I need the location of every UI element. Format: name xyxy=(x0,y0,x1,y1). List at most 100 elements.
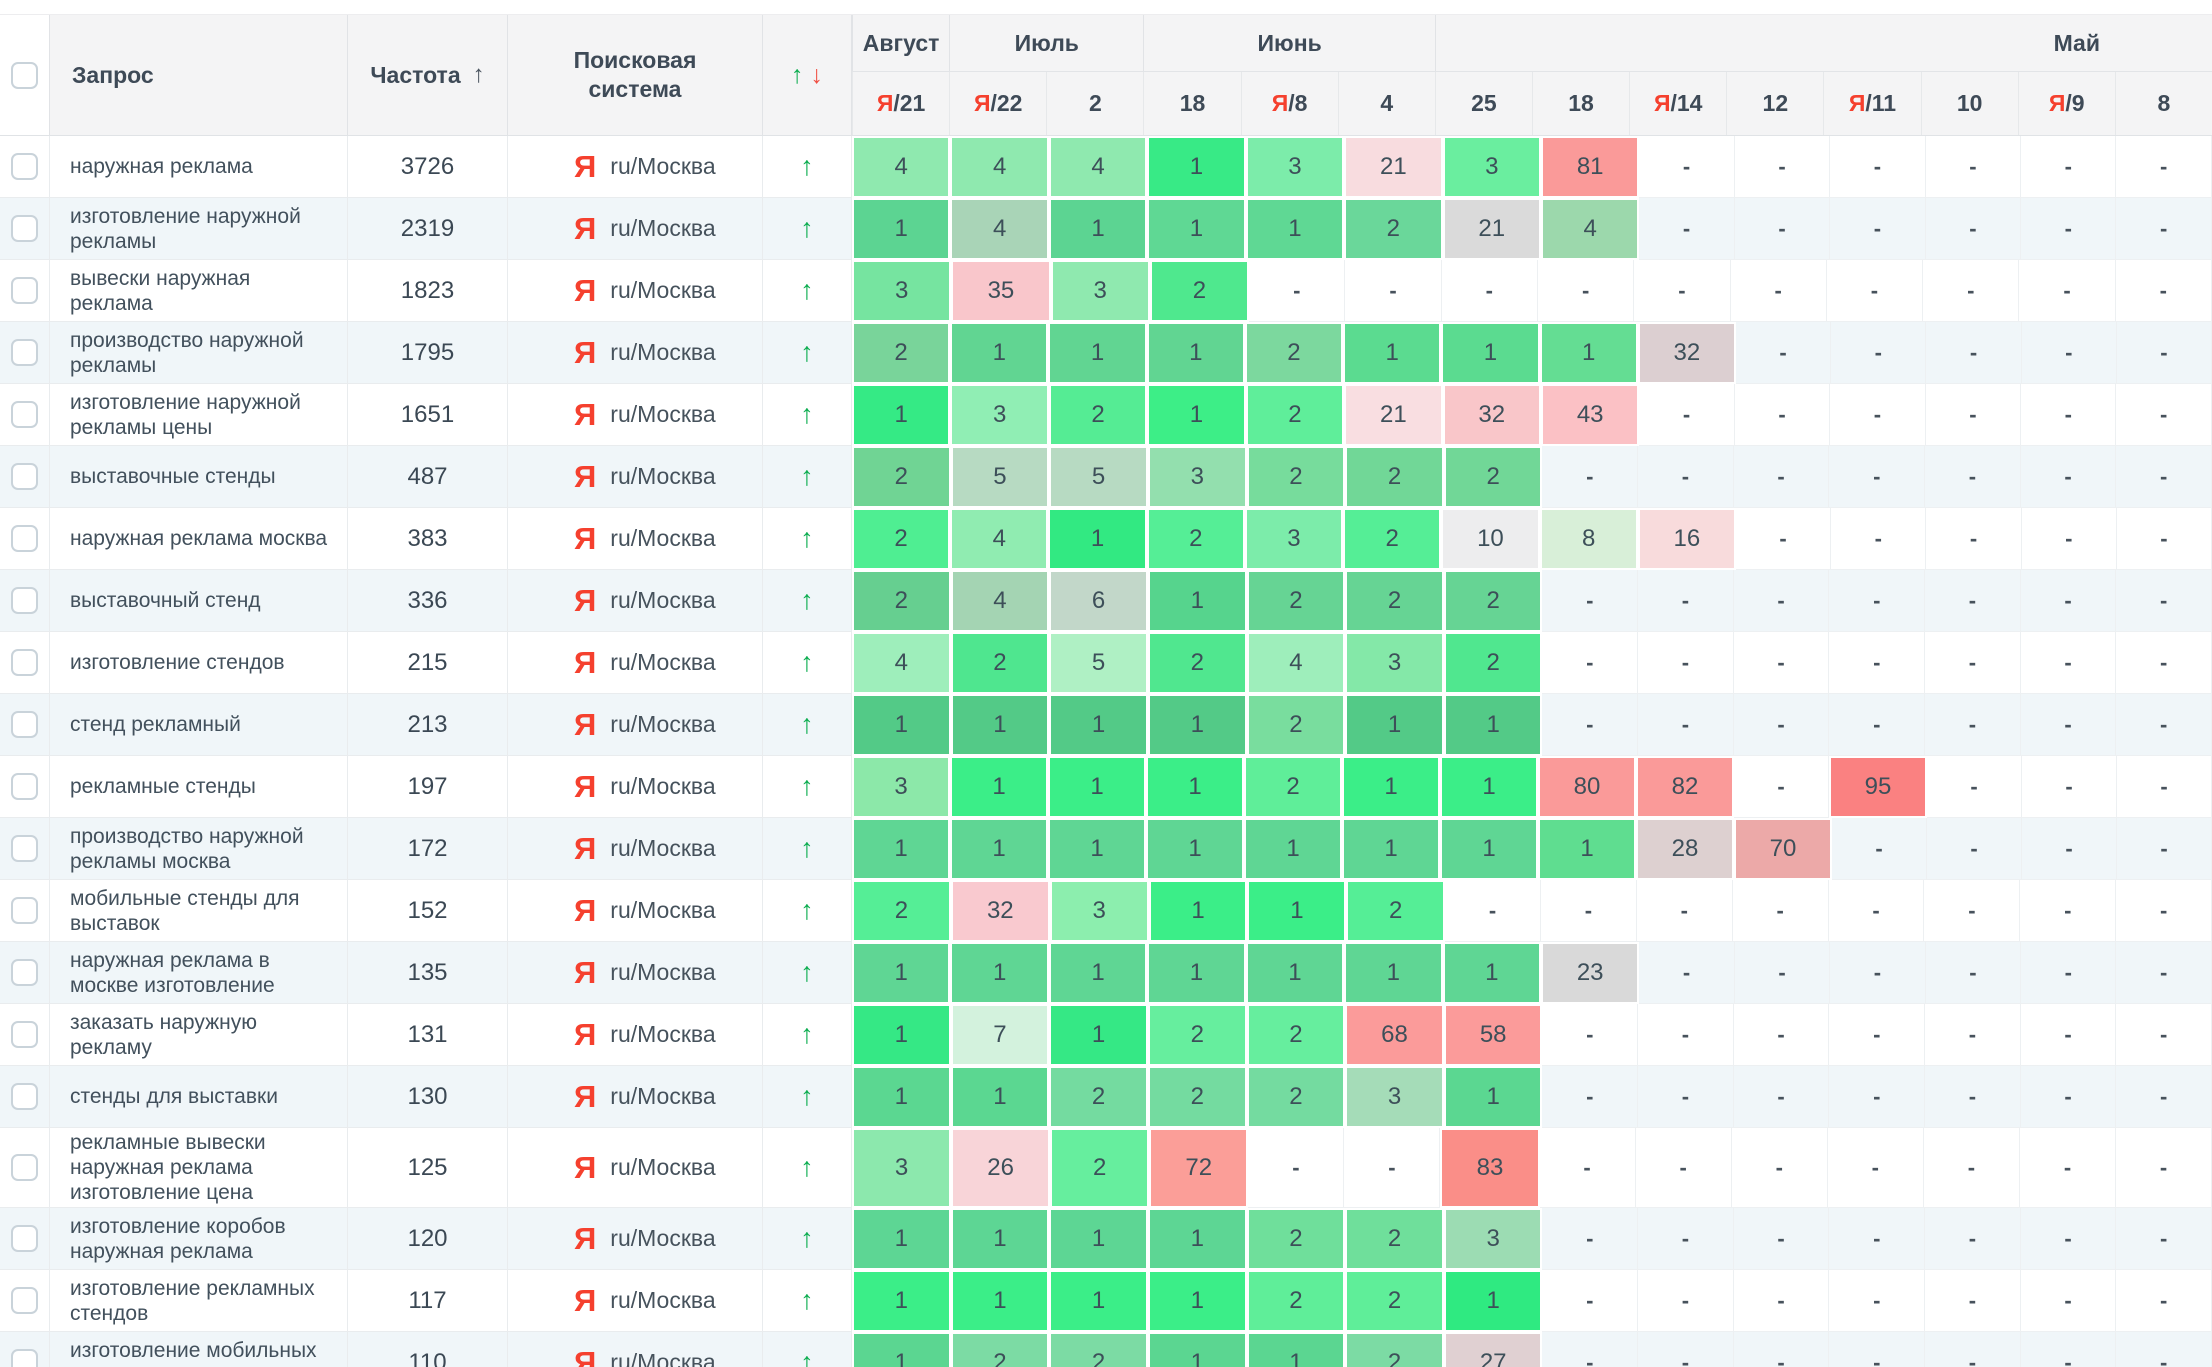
position-cell[interactable]: 3 xyxy=(1442,136,1541,198)
position-cell[interactable]: 5 xyxy=(1049,632,1148,694)
col-header-trend[interactable]: ↑ ↓ xyxy=(763,15,852,135)
position-cell[interactable]: 8 xyxy=(1539,508,1638,570)
position-cell[interactable]: 6 xyxy=(1049,570,1148,632)
position-cell[interactable]: 4 xyxy=(852,632,951,694)
position-cell[interactable]: 2 xyxy=(1443,632,1543,694)
position-cell[interactable]: 1 xyxy=(1049,1270,1148,1332)
query-cell[interactable]: изготовление рекламных стендов xyxy=(50,1270,348,1332)
query-cell[interactable]: изготовление наружной рекламы цены xyxy=(50,384,348,446)
position-cell[interactable]: 1 xyxy=(1147,1270,1247,1332)
position-cell[interactable]: 1 xyxy=(852,1004,951,1066)
query-cell[interactable]: выставочный стенд xyxy=(50,570,348,632)
row-checkbox[interactable] xyxy=(11,463,38,490)
position-cell[interactable]: 1 xyxy=(1440,818,1538,880)
query-cell[interactable]: наружная реклама в москве изготовление xyxy=(50,942,348,1004)
position-cell[interactable]: 1 xyxy=(1443,694,1543,756)
query-cell[interactable]: рекламные вывески наружная реклама изгот… xyxy=(50,1128,348,1208)
trend-down-icon[interactable]: ↓ xyxy=(810,60,824,89)
position-cell[interactable]: 1 xyxy=(852,942,951,1004)
position-cell[interactable]: 81 xyxy=(1540,136,1640,198)
row-checkbox[interactable] xyxy=(11,215,38,242)
select-all-checkbox[interactable] xyxy=(11,61,38,89)
position-cell[interactable]: 1 xyxy=(1049,694,1148,756)
date-column-header-6[interactable]: 4 xyxy=(1337,72,1435,135)
position-cell[interactable]: 1 xyxy=(852,384,951,446)
position-cell[interactable]: 80 xyxy=(1538,756,1636,818)
position-cell[interactable]: 1 xyxy=(852,198,951,260)
position-cell[interactable]: 1 xyxy=(1147,694,1247,756)
position-cell[interactable]: 2 xyxy=(1443,570,1543,632)
query-cell[interactable]: стенд рекламный xyxy=(50,694,348,756)
row-checkbox[interactable] xyxy=(11,1287,38,1314)
date-column-header-2[interactable]: Я/22 xyxy=(949,72,1046,135)
position-cell[interactable]: 2 xyxy=(1346,880,1446,942)
date-column-header-9[interactable]: Я/14 xyxy=(1629,72,1726,135)
row-checkbox[interactable] xyxy=(11,897,38,924)
date-column-header-1[interactable]: Я/21 xyxy=(852,72,949,135)
position-cell[interactable]: 1 xyxy=(1247,880,1347,942)
position-cell[interactable]: 2 xyxy=(1147,632,1247,694)
position-cell[interactable]: 1 xyxy=(1048,508,1147,570)
position-cell[interactable]: 2 xyxy=(852,508,951,570)
query-cell[interactable]: вывески наружная реклама xyxy=(50,260,348,322)
query-cell[interactable]: производство наружной рекламы xyxy=(50,322,348,384)
position-cell[interactable]: 5 xyxy=(950,446,1050,508)
position-cell[interactable]: 1 xyxy=(1441,322,1540,384)
position-cell[interactable]: 1 xyxy=(1147,136,1246,198)
query-cell[interactable]: заказать наружную рекламу xyxy=(50,1004,348,1066)
date-column-header-7[interactable]: 25 xyxy=(1434,72,1532,135)
position-cell[interactable]: 1 xyxy=(1245,198,1345,260)
position-cell[interactable]: 58 xyxy=(1443,1004,1543,1066)
row-checkbox[interactable] xyxy=(11,339,38,366)
query-cell[interactable]: изготовление наружной рекламы xyxy=(50,198,348,260)
date-column-header-10[interactable]: 12 xyxy=(1726,72,1823,135)
date-column-header-8[interactable]: 18 xyxy=(1531,72,1629,135)
position-cell[interactable]: 70 xyxy=(1734,818,1832,880)
position-cell[interactable]: 1 xyxy=(1147,384,1246,446)
query-cell[interactable]: выставочные стенды xyxy=(50,446,348,508)
position-cell[interactable]: 1 xyxy=(1146,322,1245,384)
position-cell[interactable]: 35 xyxy=(951,260,1051,322)
position-cell[interactable]: 2 xyxy=(1245,384,1345,446)
position-cell[interactable]: 5 xyxy=(1049,446,1148,508)
position-cell[interactable]: 1 xyxy=(950,818,1048,880)
position-cell[interactable]: 1 xyxy=(1244,818,1342,880)
position-cell[interactable]: 4 xyxy=(852,136,951,198)
position-cell[interactable]: 1 xyxy=(950,694,1050,756)
position-cell[interactable]: 1 xyxy=(1538,818,1636,880)
position-cell[interactable]: 4 xyxy=(950,136,1049,198)
date-column-header-11[interactable]: Я/11 xyxy=(1823,72,1920,135)
position-cell[interactable]: 2 xyxy=(1345,570,1444,632)
position-cell[interactable]: 21 xyxy=(1344,384,1443,446)
position-cell[interactable]: 1 xyxy=(1048,198,1148,260)
position-cell[interactable]: 2 xyxy=(852,570,951,632)
query-cell[interactable]: производство наружной рекламы москва xyxy=(50,818,348,880)
position-cell[interactable]: 1 xyxy=(1049,1004,1148,1066)
position-cell[interactable]: 7 xyxy=(950,1004,1050,1066)
position-cell[interactable]: 2 xyxy=(1048,384,1148,446)
position-cell[interactable]: 32 xyxy=(1442,384,1541,446)
position-cell[interactable]: 1 xyxy=(950,1270,1050,1332)
position-cell[interactable]: 2 xyxy=(1244,322,1344,384)
position-cell[interactable]: 2 xyxy=(1146,508,1245,570)
position-cell[interactable]: 32 xyxy=(950,880,1050,942)
position-cell[interactable]: 3 xyxy=(852,1128,952,1208)
row-checkbox[interactable] xyxy=(11,1083,38,1110)
row-checkbox[interactable] xyxy=(11,401,38,428)
date-column-header-12[interactable]: 10 xyxy=(1920,72,2018,135)
position-cell[interactable]: 2 xyxy=(1246,1066,1346,1128)
position-cell[interactable]: 2 xyxy=(852,446,951,508)
row-checkbox[interactable] xyxy=(11,773,38,800)
position-cell[interactable]: 2 xyxy=(950,1332,1050,1367)
position-cell[interactable]: 3 xyxy=(1244,508,1344,570)
date-column-header-13[interactable]: Я/9 xyxy=(2017,72,2115,135)
position-cell[interactable]: 2 xyxy=(852,880,951,942)
position-cell[interactable]: 2 xyxy=(1147,1004,1247,1066)
position-cell[interactable]: 1 xyxy=(1442,942,1541,1004)
position-cell[interactable]: 1 xyxy=(1048,756,1146,818)
position-cell[interactable]: 2 xyxy=(1149,260,1250,322)
row-checkbox[interactable] xyxy=(11,1021,38,1048)
row-checkbox[interactable] xyxy=(11,277,38,304)
position-cell[interactable]: 2 xyxy=(1246,694,1346,756)
position-cell[interactable]: 1 xyxy=(1539,322,1638,384)
